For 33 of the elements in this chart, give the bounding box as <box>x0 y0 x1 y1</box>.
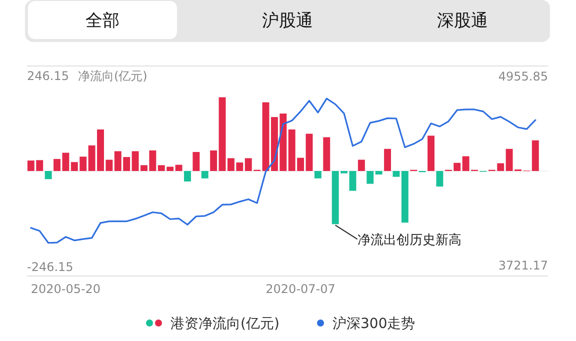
y2-tick-label: 4955.85 <box>498 69 548 84</box>
bar <box>366 171 374 184</box>
bar <box>306 134 313 171</box>
bar <box>428 136 434 171</box>
bar <box>184 171 191 182</box>
y2-tick-label: 3721.17 <box>498 258 548 273</box>
bar <box>358 160 365 171</box>
bar <box>262 102 270 171</box>
bar <box>175 164 182 171</box>
bar <box>44 171 52 180</box>
bar <box>192 152 200 171</box>
y-tick-label: -246.15 <box>27 260 74 274</box>
bar <box>201 171 208 178</box>
bar <box>323 137 330 171</box>
bar <box>436 171 444 187</box>
bar <box>349 171 356 191</box>
bar <box>218 97 226 171</box>
bar <box>392 171 400 177</box>
y-axis-title: 净流向(亿元) <box>78 68 148 83</box>
bar <box>532 140 539 171</box>
bar <box>210 150 218 171</box>
bar <box>384 148 392 171</box>
x-tick-label: 2020-05-20 <box>30 282 101 296</box>
line-series <box>30 98 536 244</box>
bar <box>375 171 382 174</box>
tabs: 全部 沪股通 深股通 <box>25 0 550 42</box>
legend-label: 港资净流向(亿元) <box>170 316 280 332</box>
y-tick-label: 246.15 <box>27 68 69 83</box>
bar <box>401 171 408 223</box>
annotation: 净流出创历史新高 <box>357 232 462 248</box>
legend-label: 沪深300走势 <box>332 316 416 332</box>
x-tick-label: 2020-07-07 <box>266 282 336 296</box>
bar <box>314 171 322 178</box>
